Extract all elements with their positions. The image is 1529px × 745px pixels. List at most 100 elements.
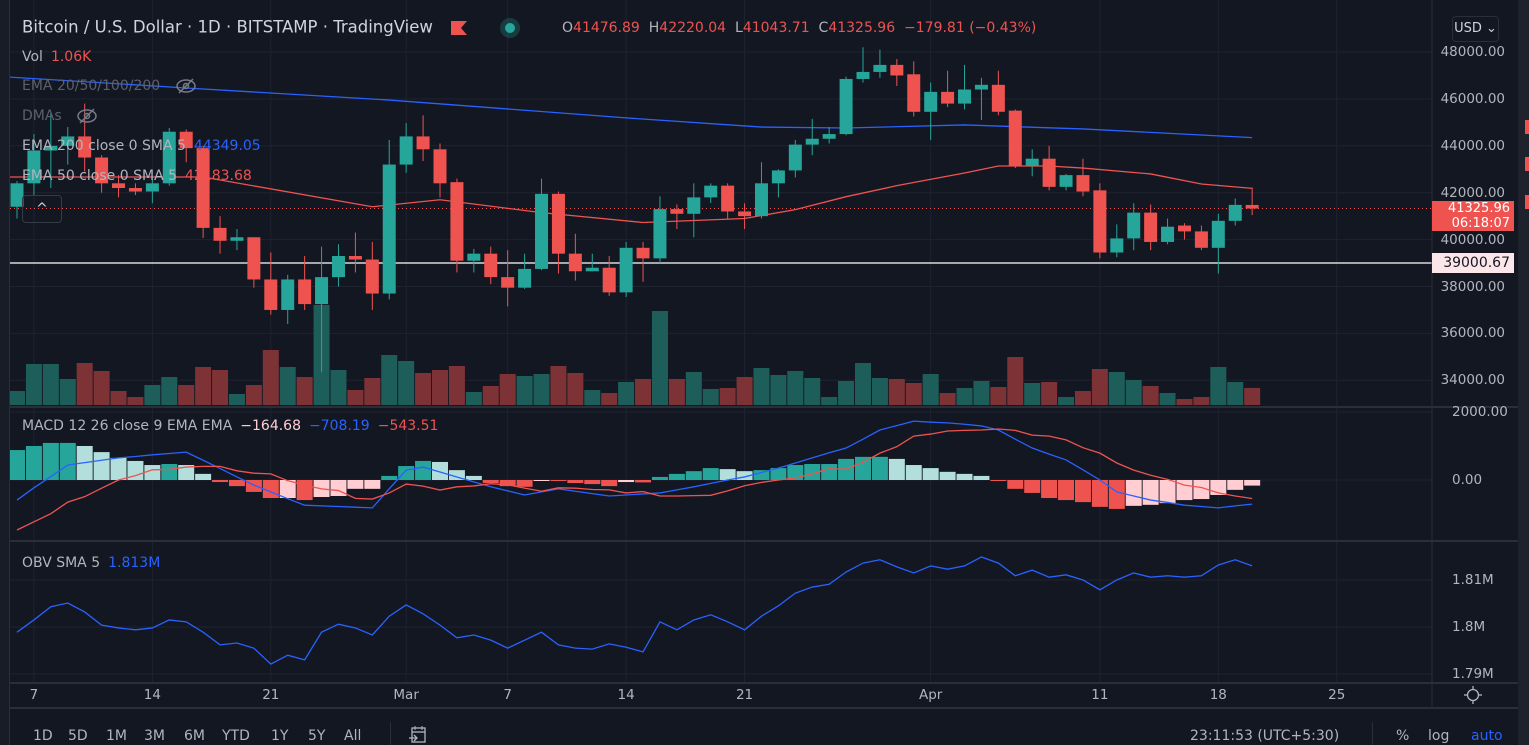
macd-histogram-bar [127, 460, 144, 480]
horizontal-line-label[interactable]: 39000.67 [1432, 253, 1514, 273]
ema200-value: 44349.05 [193, 138, 261, 154]
right-toolbar-strip[interactable] [1518, 0, 1529, 745]
macd-histogram-bar [719, 469, 736, 480]
range-button-5d[interactable]: 5D [68, 728, 88, 744]
eye-off-icon[interactable] [175, 78, 197, 94]
macd-histogram-bar [144, 465, 161, 480]
macd-histogram-bar [787, 465, 804, 480]
range-button-1d[interactable]: 1D [33, 728, 53, 744]
currency-button[interactable]: USD ⌄ [1452, 16, 1499, 42]
volume-bar [1125, 380, 1142, 405]
macd-histogram-bar [922, 468, 939, 480]
candle-body [890, 64, 904, 76]
candle-body [10, 183, 24, 207]
macd-histogram-bar [1091, 480, 1108, 507]
time-tick-label: 25 [1328, 687, 1346, 703]
range-button-6m[interactable]: 6M [184, 728, 205, 744]
log-scale-toggle[interactable]: log [1428, 728, 1450, 744]
volume-bar [804, 378, 821, 405]
candle-body [924, 91, 938, 112]
red-flag-icon[interactable] [450, 20, 468, 36]
chevron-down-icon: ⌄ [1486, 21, 1497, 36]
macd-histogram-bar [1074, 480, 1091, 503]
low-value: 41043.71 [742, 20, 810, 36]
time-tick-label: 14 [617, 687, 635, 703]
symbol-title[interactable]: Bitcoin / U.S. Dollar · 1D · BITSTAMP · … [22, 17, 521, 39]
volume-bar [1074, 391, 1091, 405]
auto-scale-toggle[interactable]: auto [1471, 728, 1503, 744]
macd-legend[interactable]: MACD 12 26 close 9 EMA EMA −164.68 −708.19… [22, 418, 439, 434]
time-tick-label: 7 [29, 687, 39, 703]
obv-line [16, 556, 1253, 665]
settings-gear-icon[interactable] [1463, 685, 1483, 705]
pane-separators [0, 0, 1518, 709]
macd-histogram-bar [59, 442, 76, 480]
macd-histogram-bar [1058, 480, 1075, 501]
macd-histogram-bar [888, 458, 905, 480]
candle-body [721, 185, 735, 212]
candle-body [484, 253, 498, 278]
eye-off-icon[interactable] [76, 108, 98, 124]
macd-histogram-bar [482, 480, 499, 484]
ema50-legend[interactable]: EMA 50 close 0 SMA 5 42183.68 [22, 168, 252, 184]
alert-marker[interactable] [1525, 195, 1529, 209]
volume-bar [465, 392, 482, 405]
range-button-1y[interactable]: 1Y [271, 728, 289, 744]
last-price-label: 41325.96 06:18:07 [1432, 201, 1514, 231]
candle-body [179, 131, 193, 149]
candle-body [518, 268, 532, 288]
range-button-5y[interactable]: 5Y [308, 728, 326, 744]
volume-bar [753, 368, 770, 405]
volume-bar [855, 363, 871, 405]
volume-bar [144, 385, 161, 405]
high-value: 42220.04 [659, 20, 727, 36]
candle-body [704, 185, 718, 198]
volume-legend[interactable]: Vol 1.06K [22, 49, 92, 65]
macd-histogram-bar [973, 475, 990, 480]
volume-bar [25, 364, 42, 405]
percent-scale-toggle[interactable]: % [1396, 728, 1410, 744]
volume-bar [93, 371, 110, 405]
volume-bar [838, 381, 855, 405]
clock-timezone[interactable]: 23:11:53 (UTC+5:30) [1190, 728, 1340, 744]
candle-body [365, 259, 379, 294]
price-tick-label: 46000.00 [1440, 90, 1505, 107]
alert-marker[interactable] [1525, 120, 1529, 134]
volume-bar [956, 388, 973, 405]
volume-bar [567, 373, 584, 405]
time-tick-label: 11 [1091, 687, 1109, 703]
macd-histogram-bar [1227, 480, 1244, 490]
time-tick-label: Apr [918, 687, 943, 703]
volume-bar [719, 388, 736, 405]
candle-body [1211, 220, 1225, 248]
collapse-legend-button[interactable]: ^ [22, 195, 62, 223]
macd-histogram-bar [990, 480, 1007, 482]
range-button-all[interactable]: All [344, 728, 362, 744]
volume-bar [1024, 383, 1041, 405]
macd-histogram-bar [42, 442, 59, 480]
volume-bar [770, 375, 787, 405]
candle-body [213, 227, 227, 241]
volume-bar [922, 374, 939, 405]
range-button-3m[interactable]: 3M [144, 728, 165, 744]
chevron-up-icon: ^ [36, 201, 48, 217]
obv-legend[interactable]: OBV SMA 5 1.813M [22, 555, 161, 571]
volume-bar [871, 378, 888, 405]
price-tick-label: 42000.00 [1440, 184, 1505, 201]
volume-bar [905, 383, 922, 405]
range-button-ytd[interactable]: YTD [222, 728, 250, 744]
macd-histogram-bar [770, 468, 787, 480]
candle-body [551, 193, 565, 254]
ema-group-legend[interactable]: EMA 20/50/100/200 [22, 78, 197, 94]
dmas-legend[interactable]: DMAs [22, 108, 98, 124]
macd-histogram-bar [415, 460, 432, 480]
volume-bar [1210, 367, 1227, 405]
alert-marker[interactable] [1525, 157, 1529, 171]
candle-body [636, 247, 650, 259]
volume-bar [787, 371, 804, 405]
range-button-1m[interactable]: 1M [106, 728, 127, 744]
volume-bar [195, 367, 212, 405]
go-to-date-calendar-icon[interactable] [408, 724, 428, 744]
ema200-legend[interactable]: EMA 200 close 0 SMA 5 44349.05 [22, 138, 261, 154]
